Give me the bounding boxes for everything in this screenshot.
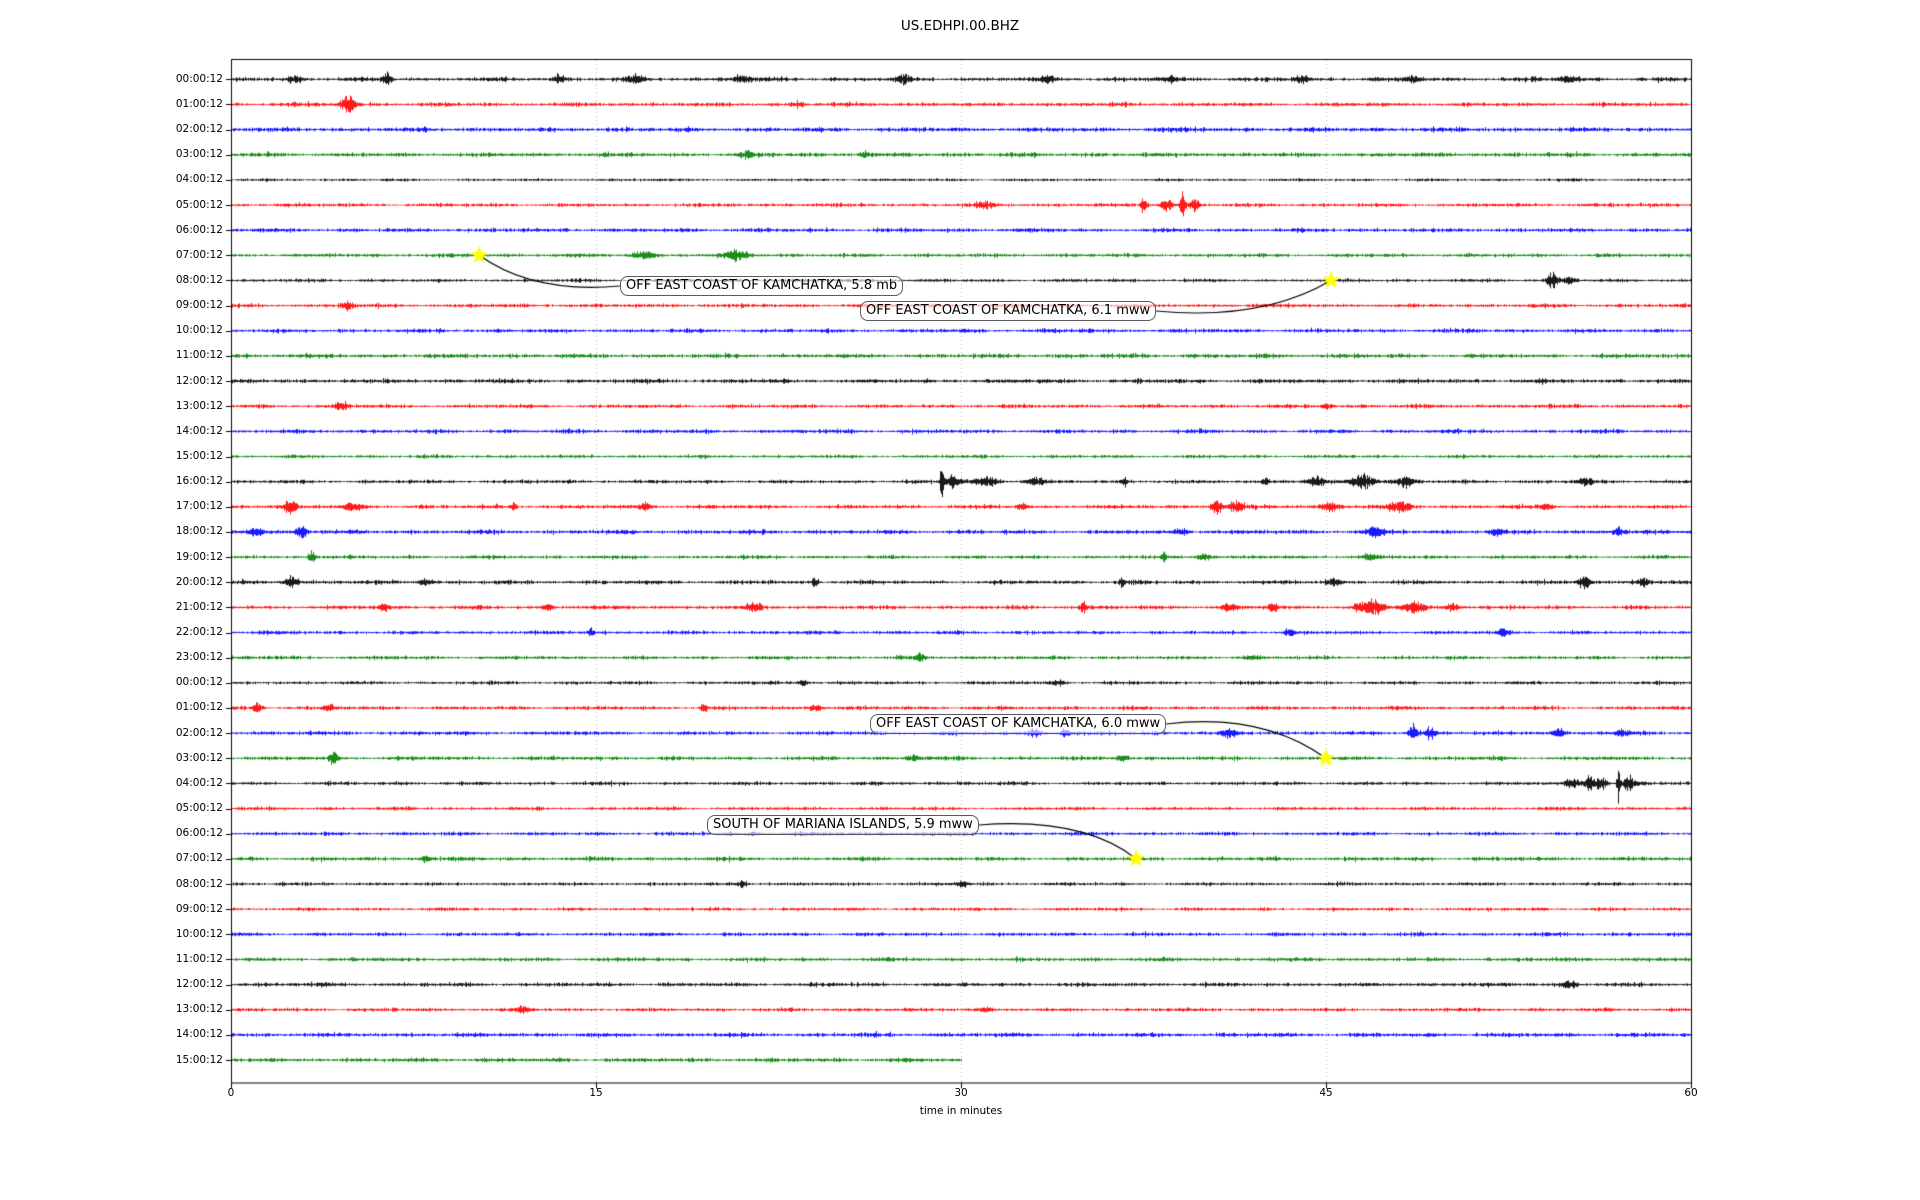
y-tick-label: 03:00:12: [175, 751, 223, 764]
y-tick-label: 05:00:12: [175, 802, 223, 815]
y-tick-label: 19:00:12: [175, 550, 223, 563]
y-tick-label: 04:00:12: [175, 776, 223, 789]
y-tick-label: 17:00:12: [175, 500, 223, 513]
y-tick-label: 13:00:12: [175, 1003, 223, 1016]
y-tick-label: 14:00:12: [175, 424, 223, 437]
x-tick-label: 15: [589, 1087, 603, 1099]
y-tick-label: 15:00:12: [175, 450, 223, 462]
event-annotation: OFF EAST COAST OF KAMCHATKA, 5.8 mb: [620, 276, 904, 296]
y-tick-label: 08:00:12: [175, 273, 223, 286]
y-tick-label: 10:00:12: [175, 927, 223, 940]
y-tick-label: 06:00:12: [175, 223, 223, 236]
y-tick-label: 05:00:12: [175, 198, 223, 211]
plot-title: US.EDHPI.00.BHZ: [900, 18, 1020, 34]
y-tick-label: 07:00:12: [175, 852, 223, 865]
event-annotation: OFF EAST COAST OF KAMCHATKA, 6.1 mww: [860, 301, 1157, 321]
y-tick-label: 13:00:12: [175, 399, 223, 412]
y-tick-label: 09:00:12: [175, 299, 223, 312]
x-tick-label: 60: [1684, 1087, 1698, 1099]
y-tick-label: 03:00:12: [175, 148, 223, 161]
y-tick-label: 01:00:12: [175, 701, 223, 714]
y-tick-label: 02:00:12: [175, 123, 223, 136]
x-tick-label: 30: [954, 1087, 968, 1099]
y-tick-label: 00:00:12: [175, 676, 223, 689]
event-annotation: SOUTH OF MARIANA ISLANDS, 5.9 mww: [707, 815, 979, 835]
y-tick-label: 14:00:12: [175, 1028, 223, 1041]
y-tick-label: 18:00:12: [175, 525, 223, 538]
y-tick-label: 01:00:12: [175, 97, 223, 110]
y-tick-label: 02:00:12: [175, 726, 223, 739]
y-tick-label: 21:00:12: [175, 600, 223, 613]
x-tick-label: 0: [227, 1087, 235, 1099]
y-tick-label: 06:00:12: [175, 827, 223, 840]
y-tick-label: 07:00:12: [175, 248, 223, 261]
y-tick-label: 16:00:12: [175, 475, 223, 488]
y-tick-label: 09:00:12: [175, 902, 223, 915]
event-annotation: OFF EAST COAST OF KAMCHATKA, 6.0 mww: [870, 714, 1167, 734]
y-tick-label: 12:00:12: [175, 374, 223, 387]
y-tick-label: 00:00:12: [175, 72, 223, 85]
y-tick-label: 04:00:12: [175, 173, 223, 186]
x-axis-label: time in minutes: [919, 1105, 1003, 1117]
y-tick-label: 10:00:12: [175, 324, 223, 337]
y-tick-label: 11:00:12: [175, 952, 223, 965]
y-tick-label: 20:00:12: [175, 575, 223, 588]
y-tick-label: 15:00:12: [175, 1053, 223, 1066]
y-tick-label: 11:00:12: [175, 349, 223, 362]
y-tick-label: 22:00:12: [175, 626, 223, 639]
y-tick-label: 08:00:12: [175, 877, 223, 890]
x-tick-label: 45: [1319, 1087, 1333, 1099]
y-tick-label: 23:00:12: [175, 651, 223, 664]
y-tick-label: 12:00:12: [175, 978, 223, 991]
